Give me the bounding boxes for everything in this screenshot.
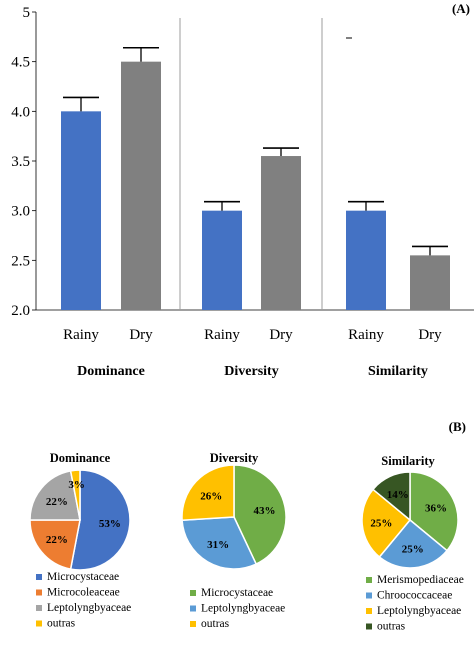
legend-label: Merismopediaceae xyxy=(377,574,464,586)
pie-chart-panel: (B) Dominance Diversity Similarity 53% Mi… xyxy=(29,419,466,633)
bar-similarity-dry xyxy=(410,255,450,310)
pie-slice-diversity-microcystaceae xyxy=(233,464,287,566)
pie-slice-dominance-microcoleaceae xyxy=(29,519,81,570)
legend-label: Leptolyngbyaceae xyxy=(47,602,131,614)
bar-dominance-rainy xyxy=(61,111,101,310)
pie-data-label: 26% xyxy=(200,491,222,503)
x-tick-label: Rainy xyxy=(348,327,384,343)
bar-dominance-dry xyxy=(121,61,161,310)
legend-label: Leptolyngbyaceae xyxy=(377,605,461,617)
legend-swatch xyxy=(36,605,42,611)
pie-slice-diversity-outras xyxy=(181,464,235,522)
panel-label-a: (A) xyxy=(452,1,470,16)
pie-data-label: 25% xyxy=(402,544,424,556)
x-tick-label: Rainy xyxy=(204,327,240,343)
bar-diversity-rainy xyxy=(202,210,242,310)
y-tick-label: 4.0 xyxy=(11,104,30,120)
pie-title-dominance: Dominance xyxy=(50,451,111,465)
legend-swatch xyxy=(36,574,42,580)
pie-title-similarity: Similarity xyxy=(381,454,435,468)
pie-data-label: 22% xyxy=(46,496,68,508)
pie-slice-similarity-merismopediaceae xyxy=(409,471,459,552)
legend-swatch xyxy=(366,608,372,614)
legend-swatch xyxy=(190,605,196,612)
legend-swatch xyxy=(366,592,372,599)
pie-data-label: 43% xyxy=(253,505,275,517)
legend-label: Leptolyngbyaceae xyxy=(201,603,285,615)
pie-data-label: 22% xyxy=(46,534,68,546)
pie-data-label: 3% xyxy=(68,479,85,491)
pie-slice-similarity-outras xyxy=(371,471,411,522)
y-tick-label: 2.5 xyxy=(11,253,30,269)
legend-swatch xyxy=(190,621,196,627)
y-tick-label: 2.0 xyxy=(11,303,30,319)
y-tick-label: 5 xyxy=(23,5,31,21)
pie-title-diversity: Diversity xyxy=(210,451,259,465)
legend-label: outras xyxy=(377,621,406,633)
bar-diversity-dry xyxy=(261,156,301,310)
legend-swatch xyxy=(366,577,372,583)
legend-swatch xyxy=(36,589,42,596)
legend-label: Microcoleaceae xyxy=(47,587,120,599)
pie-data-label: 53% xyxy=(99,518,121,530)
legend-label: Chroococcaceae xyxy=(377,590,452,602)
pie-data-label: 14% xyxy=(387,489,409,501)
pie-slice-similarity-chroococcaceae xyxy=(378,518,449,569)
bar-similarity-rainy xyxy=(346,210,386,310)
legend-swatch xyxy=(366,623,372,630)
group-label: Similarity xyxy=(368,364,428,379)
legend-label: outras xyxy=(47,618,76,630)
pie-slice-dominance-microcystaceae xyxy=(69,469,131,571)
legend-label: Microcystaceae xyxy=(47,571,119,583)
pie-data-label: 25% xyxy=(370,518,392,530)
group-label: Diversity xyxy=(224,364,278,379)
pie-data-label: 31% xyxy=(207,539,229,551)
y-tick-label: 3.5 xyxy=(11,154,30,170)
y-tick-label: 4.5 xyxy=(11,55,30,71)
group-label: Dominance xyxy=(77,364,145,379)
pie-slice-dominance-leptolyngbyaceae xyxy=(29,470,81,521)
pie-slice-dominance-outras xyxy=(69,469,81,521)
pie-slice-diversity-leptolyngbyaceae xyxy=(181,516,258,570)
panel-label-b: (B) xyxy=(449,419,466,434)
y-tick-label: 3.0 xyxy=(11,204,30,220)
x-tick-label: Dry xyxy=(418,327,442,343)
x-tick-label: Dry xyxy=(269,327,293,343)
pie-data-label: 36% xyxy=(425,503,447,515)
legend-label: Microcystaceae xyxy=(201,587,273,599)
bar-chart-panel: (A) 2.0 2.5 3.0 3.5 4.0 4.5 5 Rainy Dry Dominanc… xyxy=(11,1,474,379)
legend-label: outras xyxy=(201,618,230,630)
pie-slice-similarity-leptolyngbyaceae xyxy=(361,488,412,559)
legend-swatch xyxy=(190,590,196,596)
x-tick-label: Dry xyxy=(129,327,153,343)
x-tick-label: Rainy xyxy=(63,327,99,343)
legend-swatch xyxy=(36,620,42,627)
